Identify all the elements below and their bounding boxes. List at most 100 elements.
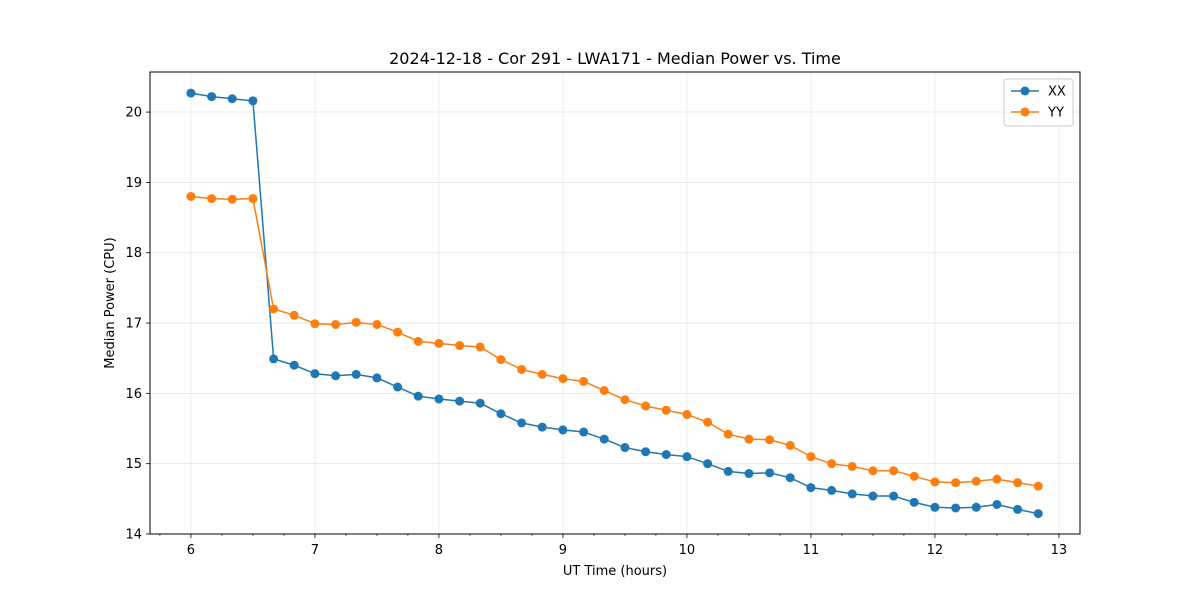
- data-point-xx: [579, 427, 589, 437]
- data-point-yy: [744, 434, 754, 444]
- data-point-yy: [971, 476, 981, 486]
- data-point-xx: [517, 418, 527, 428]
- data-point-yy: [517, 364, 527, 374]
- series-layer: [186, 88, 1043, 519]
- data-point-yy: [579, 376, 589, 386]
- data-point-xx: [393, 382, 403, 392]
- data-point-yy: [1013, 478, 1023, 488]
- data-point-xx: [785, 473, 795, 483]
- data-point-yy: [289, 310, 299, 320]
- data-point-xx: [310, 369, 320, 379]
- y-tick-label: 16: [125, 387, 142, 402]
- y-tick-label: 14: [125, 528, 142, 543]
- data-point-yy: [889, 466, 899, 476]
- data-point-xx: [289, 360, 299, 370]
- data-point-xx: [537, 422, 547, 432]
- x-tick-label: 12: [927, 543, 944, 558]
- data-point-yy: [558, 374, 568, 384]
- data-point-yy: [951, 478, 961, 488]
- data-point-yy: [269, 304, 279, 314]
- data-point-xx: [951, 503, 961, 513]
- data-point-xx: [351, 369, 361, 379]
- data-point-yy: [372, 319, 382, 329]
- data-point-xx: [599, 434, 609, 444]
- data-point-xx: [248, 96, 258, 106]
- data-point-xx: [909, 497, 919, 507]
- data-point-xx: [1033, 509, 1043, 519]
- y-tick-label: 18: [125, 246, 142, 261]
- data-point-yy: [599, 386, 609, 396]
- data-point-yy: [806, 452, 816, 462]
- x-tick-label: 7: [311, 543, 319, 558]
- data-point-xx: [930, 502, 940, 512]
- data-point-yy: [827, 459, 837, 469]
- data-point-yy: [186, 191, 196, 201]
- data-point-yy: [351, 317, 361, 327]
- data-point-xx: [331, 371, 341, 381]
- data-point-yy: [930, 477, 940, 487]
- data-point-yy: [909, 471, 919, 481]
- data-point-xx: [269, 354, 279, 364]
- data-point-yy: [1033, 481, 1043, 491]
- data-point-xx: [723, 466, 733, 476]
- data-point-xx: [455, 396, 465, 406]
- data-point-xx: [558, 425, 568, 435]
- data-point-xx: [372, 373, 382, 383]
- data-point-yy: [765, 435, 775, 445]
- data-point-yy: [847, 461, 857, 471]
- plot-frame: [149, 71, 1081, 535]
- data-point-xx: [434, 394, 444, 404]
- data-point-yy: [868, 466, 878, 476]
- legend-label-yy: YY: [1047, 106, 1064, 121]
- x-tick-label: 11: [803, 543, 820, 558]
- data-point-yy: [496, 355, 506, 365]
- data-point-xx: [847, 489, 857, 499]
- data-point-yy: [661, 405, 671, 415]
- y-tick-label: 20: [125, 106, 142, 121]
- data-point-xx: [496, 409, 506, 419]
- chart-title: 2024-12-18 - Cor 291 - LWA171 - Median P…: [389, 49, 841, 68]
- data-point-xx: [889, 491, 899, 501]
- data-point-yy: [207, 194, 217, 204]
- data-point-yy: [227, 194, 237, 204]
- data-point-yy: [475, 342, 485, 352]
- x-tick-label: 10: [679, 543, 696, 558]
- data-point-xx: [992, 499, 1002, 509]
- data-point-yy: [537, 369, 547, 379]
- legend-label-xx: XX: [1048, 85, 1066, 100]
- data-point-yy: [723, 429, 733, 439]
- data-point-xx: [227, 94, 237, 104]
- data-point-xx: [620, 443, 630, 453]
- data-point-xx: [744, 469, 754, 479]
- y-tick-label: 19: [125, 176, 142, 191]
- data-point-xx: [641, 447, 651, 457]
- data-point-xx: [682, 452, 692, 462]
- data-point-xx: [475, 398, 485, 408]
- data-point-yy: [434, 338, 444, 348]
- data-point-yy: [703, 417, 713, 427]
- x-tick-label: 13: [1051, 543, 1068, 558]
- y-tick-label: 15: [125, 457, 142, 472]
- data-point-yy: [331, 319, 341, 329]
- data-point-yy: [620, 395, 630, 405]
- data-point-yy: [641, 401, 651, 411]
- data-point-xx: [186, 88, 196, 98]
- legend: XX YY: [1003, 78, 1074, 127]
- data-point-yy: [393, 327, 403, 337]
- legend-marker-yy: [1020, 107, 1030, 117]
- data-point-yy: [682, 409, 692, 419]
- y-tick-label: 17: [125, 317, 142, 332]
- x-tick-label: 9: [559, 543, 567, 558]
- data-point-xx: [1013, 504, 1023, 514]
- data-point-xx: [827, 485, 837, 495]
- legend-marker-xx: [1020, 86, 1030, 96]
- data-point-yy: [992, 474, 1002, 484]
- data-point-yy: [413, 336, 423, 346]
- data-point-xx: [765, 468, 775, 478]
- data-point-xx: [806, 483, 816, 493]
- data-point-xx: [868, 491, 878, 501]
- x-tick-label: 8: [435, 543, 443, 558]
- axes: 6 7 8 9 10 11 12 13 14 15 16 17 18 19 20: [125, 106, 1067, 558]
